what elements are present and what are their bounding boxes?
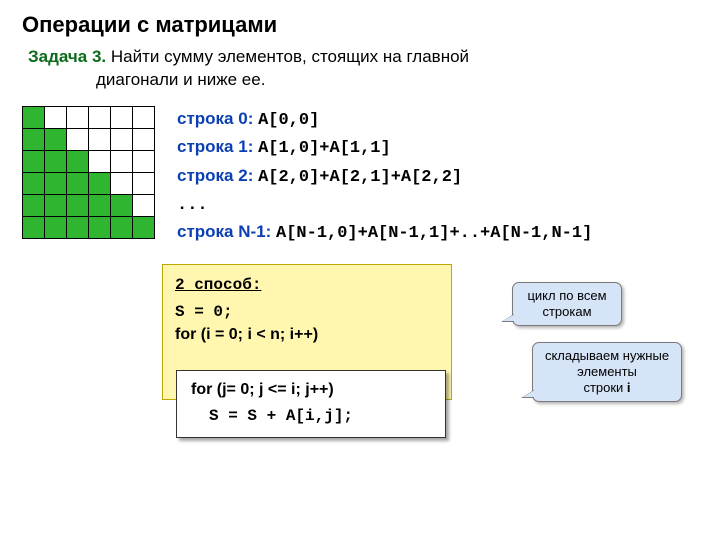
matrix-cell [89,128,111,150]
matrix-cell [67,106,89,128]
matrix-cell [133,106,155,128]
row-desc-line: строка N-1: A[N-1,0]+A[N-1,1]+..+A[N-1,N… [177,219,592,247]
matrix-cell [133,128,155,150]
matrix-cell [133,150,155,172]
matrix-cell [67,128,89,150]
matrix-cell [89,216,111,238]
code-header: 2 способ: [175,275,439,297]
matrix-cell [111,216,133,238]
matrix-cell [45,216,67,238]
matrix-cell [111,194,133,216]
matrix-cell [67,150,89,172]
matrix-cell [45,172,67,194]
code-line: S = 0; [175,302,439,324]
problem-line1: Найти сумму элементов, стоящих на главно… [106,47,469,66]
matrix-cell [45,106,67,128]
matrix-cell [23,172,45,194]
row-desc-line: ... [177,191,592,219]
matrix-diagram [22,106,155,248]
matrix-cell [23,194,45,216]
callout-sum-elements: складываем нужные элементы строки i [532,342,682,403]
problem-statement: Задача 3. Найти сумму элементов, стоящих… [28,46,698,92]
problem-label: Задача 3. [28,47,106,66]
callout-loop-rows: цикл по всем строкам [512,282,622,327]
matrix-cell [45,194,67,216]
matrix-cell [67,216,89,238]
matrix-cell [23,128,45,150]
matrix-cell [89,150,111,172]
matrix-cell [67,172,89,194]
matrix-cell [111,106,133,128]
matrix-cell [23,106,45,128]
row-desc-line: строка 0: A[0,0] [177,106,592,134]
code-line: for (i = 0; i < n; i++) [175,324,439,346]
matrix-cell [45,150,67,172]
matrix-cell [111,128,133,150]
matrix-cell [133,216,155,238]
matrix-cell [23,216,45,238]
matrix-cell [67,194,89,216]
code-block-inner: for (j= 0; j <= i; j++) S = S + A[i,j]; [176,370,446,439]
matrix-cell [133,194,155,216]
row-desc-line: строка 1: A[1,0]+A[1,1] [177,134,592,162]
matrix-cell [89,172,111,194]
row-descriptions: строка 0: A[0,0]строка 1: A[1,0]+A[1,1]с… [177,106,592,248]
page-title: Операции с матрицами [22,12,698,38]
matrix-cell [45,128,67,150]
row-desc-line: строка 2: A[2,0]+A[2,1]+A[2,2] [177,163,592,191]
matrix-cell [133,172,155,194]
matrix-cell [111,150,133,172]
matrix-cell [89,106,111,128]
matrix-cell [23,150,45,172]
problem-line2: диагонали и ниже ее. [96,69,265,92]
code-line: for (j= 0; j <= i; j++) [191,379,433,401]
matrix-cell [89,194,111,216]
matrix-cell [111,172,133,194]
code-line: S = S + A[i,j]; [209,405,433,427]
